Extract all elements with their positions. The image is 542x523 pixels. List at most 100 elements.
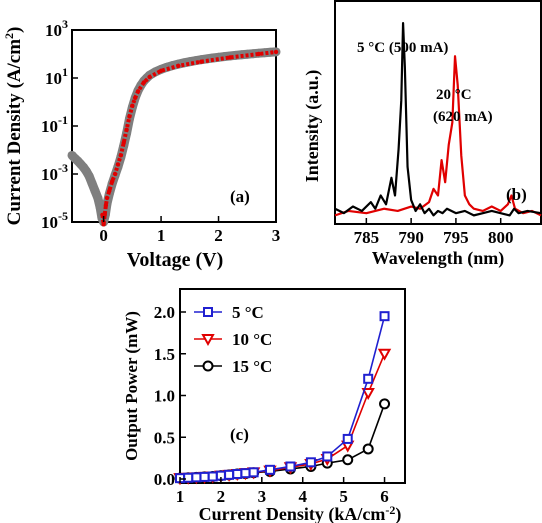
panel-c-series-0-point-9 [248,467,259,478]
panel-a-fit-point-18 [158,68,164,73]
panel-b-x-ticks: 785 790 795 800 [354,218,514,247]
panel-c-series-0-point-1 [183,472,194,483]
panel-a-fit-point-23 [273,49,279,55]
panel-c-series-0-point-16 [379,311,390,322]
panel-c-series-0-point-6 [224,469,235,480]
panel-a-fit-point-15 [135,89,141,94]
panel-a-measured-point-9 [93,193,103,203]
panel-c-series-0-point-7 [232,468,243,479]
panel-c-legend-marker-1 [201,334,215,347]
panel-c-series-0-point-11 [285,461,296,472]
panel-b-annotation-20c-line1: 20 °C [436,87,472,103]
panel-c-y-tick-label-2: 1.0 [154,387,175,406]
panel-b-series-0-line [334,22,542,217]
panel-a-fit-point-22 [256,51,261,57]
panel-c-series-0-point-4 [207,471,218,482]
panel-a-fit-point-1 [101,222,106,227]
panel-c-series-1-point-15 [361,387,375,401]
panel-a-fit-point-21 [227,55,233,60]
panel-a-y-tick-label-4: 10-5 [41,209,68,232]
panel-a-fit-point-9 [118,153,124,158]
panel-b-series-1-line [334,55,542,217]
panel-a-fit-point-16 [141,80,147,85]
panel-c-x-tick-label-4: 5 [339,487,348,506]
panel-a-measured-point-7 [87,179,97,189]
panel-a-marks [67,47,281,227]
panel-c-series-0-point-12 [305,457,316,468]
panel-c-y-ticks: 0.0 0.5 1.0 1.5 2.0 [154,303,186,489]
panel-c-plot-frame [179,288,406,484]
panel-a-fit-point-5 [107,188,112,193]
panel-c-y-tick-label-0: 0.0 [154,470,175,489]
panel-a-series-fit-line [100,49,277,227]
panel-a-fit-point-12 [127,114,132,119]
panel-a-measured-point-8 [90,186,100,196]
panel-a-x-ticks: 0 1 2 3 [99,216,280,245]
panel-c-series-0-point-8 [240,468,251,479]
panel-b-plot-frame [334,0,542,225]
panel-b-label: (b) [506,185,527,204]
panel-b-x-axis-label: Wavelength (nm) [372,248,505,269]
panel-a-x-tick-label-0: 0 [99,226,108,245]
panel-a-fit-point-20 [199,59,204,64]
panel-a-y-tick-label-0: 103 [45,17,68,40]
panel-a-y-tick-label-2: 10-1 [41,113,68,136]
panel-c-series-0-point-14 [342,433,353,444]
panel-c-legend-label-2: 15 °C [232,357,272,376]
panel-c-x-tick-label-3: 4 [298,487,307,506]
panel-b-x-tick-label-3: 800 [488,228,514,247]
panel-a-x-tick-label-3: 3 [272,226,281,245]
panel-c-series-2-point-14 [342,454,354,466]
panel-a-x-tick-label-2: 2 [214,226,223,245]
panel-a-y-ticks: 103 101 10-1 10-3 10-5 [41,17,78,232]
panel-b-marks [334,22,542,217]
panel-a-fit-point-2 [102,212,107,217]
panel-c-output-power: 1 2 3 4 5 6 0.0 0.5 1.0 1.5 2.0 5 °C 10 °C 15 °C (c… [122,288,406,523]
panel-a-fit-point-10 [121,140,126,145]
panel-a-label: (a) [230,187,250,206]
panel-a-fit-point-19 [176,63,181,69]
panel-a-measured-point-10 [95,203,105,213]
panel-c-series-0-point-10 [265,464,275,475]
panel-c-y-tick-label-3: 1.5 [154,345,175,364]
panel-a-x-axis-label: Voltage (V) [127,249,223,271]
panel-b-y-axis-label: Intensity (a.u.) [302,70,323,183]
panel-a-fit-point-13 [130,103,135,108]
panel-a-fit-point-6 [110,179,115,184]
panel-c-series-0-point-2 [191,472,202,483]
panel-a-fit-point-8 [115,162,121,167]
panel-c-legend-label-1: 10 °C [232,330,272,349]
panel-a-fit-point-3 [103,203,109,208]
panel-a-x-tick-label-1: 1 [157,226,166,245]
panel-a-fit-point-4 [104,195,110,201]
panel-a-fit-point-14 [133,95,138,100]
panel-c-legend-marker-0 [203,307,213,317]
panel-a-y-axis-label: Current Density (A/cm2) [2,27,25,226]
panel-c-series-1-point-16 [377,348,392,361]
panel-a-y-tick-label-1: 101 [45,65,68,88]
panel-c-legend: 5 °C 10 °C 15 °C [194,303,272,376]
panel-b-annotation-20c-line2: (620 mA) [433,109,493,125]
panel-c-label: (c) [230,425,249,444]
panel-b-x-tick-label-1: 790 [398,228,424,247]
panel-b-x-tick-label-0: 785 [354,228,380,247]
panel-c-series-1-line [179,353,386,479]
panel-c-y-axis-label: Output Power (mW) [122,311,141,461]
panel-a-fit-point-11 [124,127,129,132]
panel-c-series-0-point-3 [199,471,210,482]
panel-c-series-2-point-16 [379,398,391,410]
panel-c-x-tick-label-2: 3 [258,487,267,506]
panel-a-fit-point-7 [112,171,118,177]
panel-c-x-tick-label-1: 2 [217,487,226,506]
panel-a-measured-point-6 [84,171,94,181]
panel-c-marks [173,311,392,486]
panel-c-x-axis-label: Current Density (kA/cm-2) [199,503,402,523]
panel-a-y-tick-label-3: 10-3 [41,161,68,184]
panel-c-legend-marker-2 [202,360,214,372]
panel-c-legend-label-0: 5 °C [232,303,264,322]
panel-b-x-tick-label-2: 795 [443,228,469,247]
panel-c-series-0-point-15 [363,373,374,384]
panel-c-series-0-point-13 [322,451,333,462]
